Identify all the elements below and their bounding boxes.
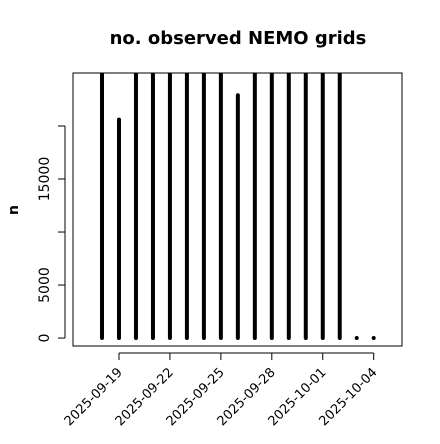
plot-frame — [72, 72, 403, 347]
y-tick-label: 5000 — [37, 267, 53, 303]
chart-title: no. observed NEMO grids — [110, 28, 367, 49]
y-axis-label: n — [6, 205, 22, 215]
y-tick-label: 0 — [37, 334, 53, 343]
bars — [100, 73, 376, 341]
y-tick-label: 15000 — [37, 157, 53, 202]
